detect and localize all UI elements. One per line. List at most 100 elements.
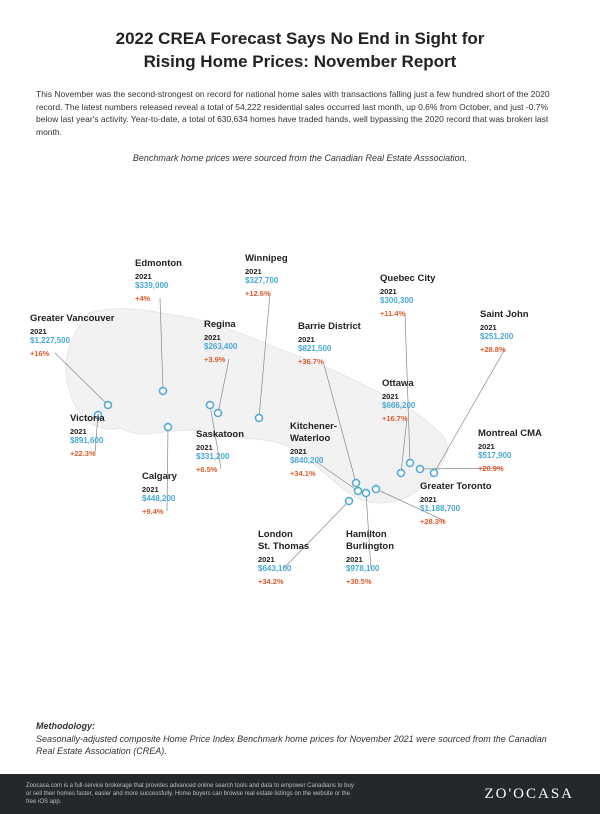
city-name: Greater Vancouver bbox=[30, 313, 115, 325]
city-label: Quebec City 2021$300,300 +11.4% bbox=[380, 273, 435, 319]
city-year: 2021 bbox=[245, 267, 288, 276]
footer-text: Zoocasa.com is a full-service brokerage … bbox=[26, 782, 356, 806]
city-dot bbox=[165, 423, 172, 430]
city-change: +9.4% bbox=[142, 507, 177, 516]
city-change: +34.2% bbox=[258, 577, 309, 586]
city-dot bbox=[346, 497, 353, 504]
city-price: $1,227,500 bbox=[30, 336, 115, 346]
city-price: $643,100 bbox=[258, 564, 309, 574]
city-change: +11.4% bbox=[380, 309, 435, 318]
title-line-1: 2022 CREA Forecast Says No End in Sight … bbox=[116, 29, 485, 48]
city-year: 2021 bbox=[142, 485, 177, 494]
city-change: +3.9% bbox=[204, 355, 237, 364]
source-note: Benchmark home prices were sourced from … bbox=[0, 139, 600, 163]
city-year: 2021 bbox=[380, 287, 435, 296]
city-price: $1,188,700 bbox=[420, 504, 492, 514]
city-label: Regina 2021$263,400 +3.9% bbox=[204, 319, 237, 365]
city-year: 2021 bbox=[420, 495, 492, 504]
city-price: $327,700 bbox=[245, 276, 288, 286]
map-area: Greater Vancouver2021$1,227,500+16%Edmon… bbox=[0, 173, 600, 633]
city-label: Saskatoon2021$331,200+6.5% bbox=[196, 429, 244, 475]
city-name: Waterloo bbox=[290, 433, 337, 445]
city-name: Edmonton bbox=[135, 258, 182, 270]
city-label: LondonSt. Thomas 2021$643,100 +34.2% bbox=[258, 529, 309, 587]
methodology-heading: Methodology: bbox=[36, 721, 95, 731]
city-name: Kitchener- bbox=[290, 421, 337, 433]
city-change: +4% bbox=[135, 294, 182, 303]
city-change: +28.8% bbox=[480, 345, 529, 354]
city-label: Ottawa 2021$666,200 +16.7% bbox=[382, 378, 415, 424]
city-label: Edmonton2021$339,000+4% bbox=[135, 258, 182, 304]
city-dot bbox=[353, 479, 360, 486]
city-year: 2021 bbox=[258, 555, 309, 564]
city-label: Victoria2021$891,600+22.3% bbox=[70, 413, 105, 459]
city-change: +22.3% bbox=[70, 449, 105, 458]
city-change: +36.7% bbox=[298, 357, 361, 366]
city-dot bbox=[398, 469, 405, 476]
city-price: $821,500 bbox=[298, 344, 361, 354]
city-name: Saint John bbox=[480, 309, 529, 321]
methodology: Methodology: Seasonally-adjusted composi… bbox=[36, 720, 564, 758]
city-year: 2021 bbox=[298, 335, 361, 344]
city-year: 2021 bbox=[30, 327, 115, 336]
city-change: +16.7% bbox=[382, 414, 415, 423]
city-label: Greater Toronto 2021$1,188,700 +28.3% bbox=[420, 481, 492, 527]
city-dot bbox=[215, 409, 222, 416]
city-label: HamiltonBurlington 2021$978,100 +30.5% bbox=[346, 529, 394, 587]
city-price: $300,300 bbox=[380, 296, 435, 306]
city-dot bbox=[207, 401, 214, 408]
city-dot bbox=[355, 487, 362, 494]
city-label: Barrie District 2021$821,500 +36.7% bbox=[298, 321, 361, 367]
city-name: St. Thomas bbox=[258, 541, 309, 553]
city-label: Kitchener-Waterloo2021$840,200+34.1% bbox=[290, 421, 337, 479]
city-label: Winnipeg2021$327,700+12.6% bbox=[245, 253, 288, 299]
city-change: +6.5% bbox=[196, 465, 244, 474]
intro-paragraph: This November was the second-strongest o… bbox=[0, 74, 600, 139]
city-dot bbox=[431, 469, 438, 476]
city-dot bbox=[373, 485, 380, 492]
footer: Zoocasa.com is a full-service brokerage … bbox=[0, 774, 600, 814]
city-label: Calgary2021$448,200+9.4% bbox=[142, 471, 177, 517]
city-change: +28.3% bbox=[420, 517, 492, 526]
page: 2022 CREA Forecast Says No End in Sight … bbox=[0, 0, 600, 814]
city-year: 2021 bbox=[478, 442, 542, 451]
city-label: Saint John2021$251,200+28.8% bbox=[480, 309, 529, 355]
city-price: $978,100 bbox=[346, 564, 394, 574]
city-change: +16% bbox=[30, 349, 115, 358]
city-name: London bbox=[258, 529, 309, 541]
city-name: Quebec City bbox=[380, 273, 435, 285]
city-price: $517,900 bbox=[478, 451, 542, 461]
city-dot bbox=[256, 414, 263, 421]
city-name: Barrie District bbox=[298, 321, 361, 333]
methodology-body: Seasonally-adjusted composite Home Price… bbox=[36, 734, 547, 757]
city-year: 2021 bbox=[346, 555, 394, 564]
city-dot bbox=[417, 465, 424, 472]
city-name: Montreal CMA bbox=[478, 428, 542, 440]
city-change: +34.1% bbox=[290, 469, 337, 478]
city-price: $339,000 bbox=[135, 281, 182, 291]
city-price: $891,600 bbox=[70, 436, 105, 446]
city-price: $448,200 bbox=[142, 494, 177, 504]
city-name: Hamilton bbox=[346, 529, 394, 541]
city-change: +20.9% bbox=[478, 464, 542, 473]
city-year: 2021 bbox=[290, 447, 337, 456]
city-year: 2021 bbox=[204, 333, 237, 342]
city-name: Saskatoon bbox=[196, 429, 244, 441]
city-dot bbox=[407, 459, 414, 466]
city-dot bbox=[363, 489, 370, 496]
city-year: 2021 bbox=[196, 443, 244, 452]
city-name: Burlington bbox=[346, 541, 394, 553]
city-name: Greater Toronto bbox=[420, 481, 492, 493]
city-year: 2021 bbox=[382, 392, 415, 401]
city-dot bbox=[160, 387, 167, 394]
city-price: $263,400 bbox=[204, 342, 237, 352]
city-change: +30.5% bbox=[346, 577, 394, 586]
city-name: Ottawa bbox=[382, 378, 415, 390]
title-line-2: Rising Home Prices: November Report bbox=[144, 52, 457, 71]
city-dot bbox=[105, 401, 112, 408]
city-label: Montreal CMA 2021$517,900 +20.9% bbox=[478, 428, 542, 474]
city-price: $666,200 bbox=[382, 401, 415, 411]
city-name: Victoria bbox=[70, 413, 105, 425]
city-name: Regina bbox=[204, 319, 237, 331]
city-name: Winnipeg bbox=[245, 253, 288, 265]
